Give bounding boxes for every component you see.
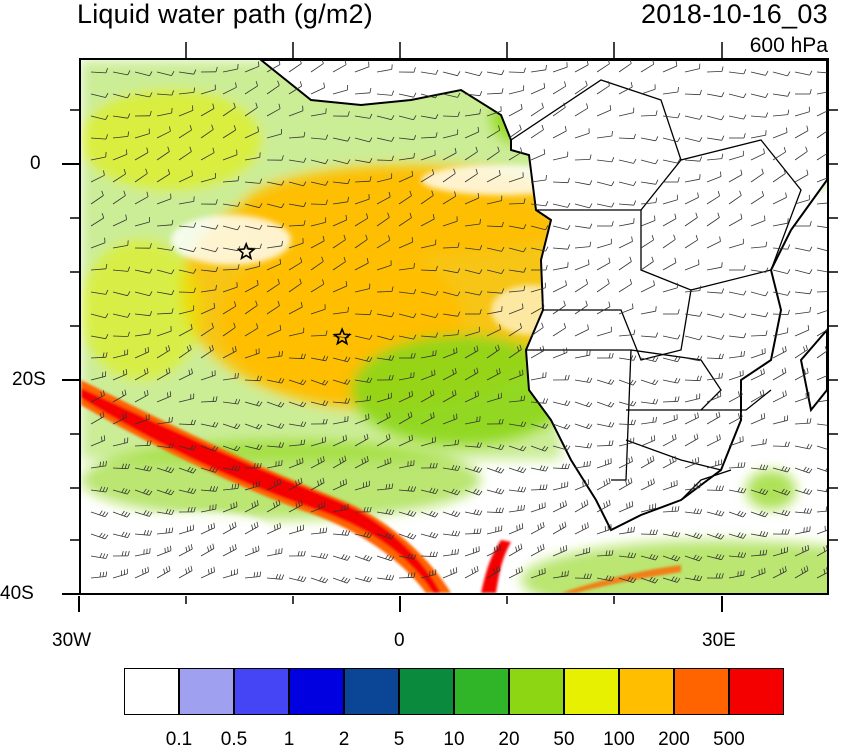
colorbar-swatch bbox=[729, 668, 784, 715]
colorbar-swatch bbox=[564, 668, 619, 715]
x-tick-30e: 30E bbox=[702, 630, 736, 652]
colorbar-label: 20 bbox=[498, 729, 519, 751]
colorbar-label: 50 bbox=[553, 729, 574, 751]
colorbar-swatch bbox=[234, 668, 289, 715]
colorbar-swatch bbox=[674, 668, 729, 715]
colorbar-swatch bbox=[124, 668, 179, 715]
y-tick-40s: 40S bbox=[0, 583, 34, 605]
colorbar-label: 10 bbox=[443, 729, 464, 751]
colorbar-label: 1 bbox=[284, 729, 295, 751]
y-tick-0: 0 bbox=[30, 153, 41, 175]
colorbar-swatch bbox=[344, 668, 399, 715]
colorbar-label: 100 bbox=[603, 729, 635, 751]
x-tick-30w: 30W bbox=[52, 630, 91, 652]
colorbar-swatch bbox=[179, 668, 234, 715]
colorbar-label: 0.1 bbox=[166, 729, 192, 751]
x-tick-0: 0 bbox=[394, 630, 405, 652]
colorbar-label: 500 bbox=[713, 729, 745, 751]
colorbar-swatch bbox=[509, 668, 564, 715]
colorbar-swatch bbox=[399, 668, 454, 715]
colorbar-label: 5 bbox=[394, 729, 405, 751]
colorbar-label: 2 bbox=[339, 729, 350, 751]
y-tick-20s: 20S bbox=[12, 369, 46, 391]
colorbar-swatch bbox=[454, 668, 509, 715]
colorbar-label: 0.5 bbox=[221, 729, 247, 751]
colorbar-swatch bbox=[619, 668, 674, 715]
colorbar-swatch bbox=[289, 668, 344, 715]
colorbar-label: 200 bbox=[658, 729, 690, 751]
